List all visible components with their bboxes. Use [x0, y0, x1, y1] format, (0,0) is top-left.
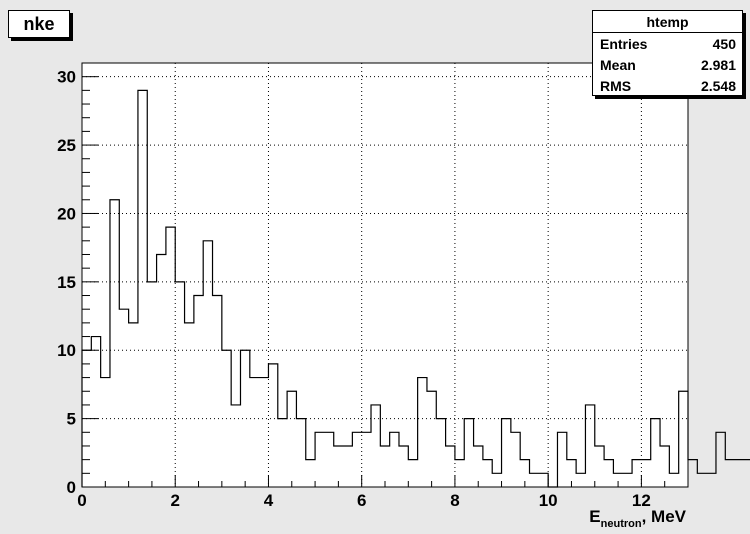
grid: [82, 63, 688, 487]
stats-value: 2.981: [700, 56, 736, 73]
x-tick-label: 10: [539, 491, 558, 510]
x-axis-title: Eneutron, MeV: [589, 507, 686, 530]
stats-title: htemp: [593, 11, 742, 33]
histogram-line: [81, 89, 750, 488]
x-tick-label: 0: [77, 491, 86, 510]
stats-box: htemp Entries 450 Mean 2.981 RMS 2.548: [592, 10, 743, 96]
y-tick-label: 25: [57, 136, 76, 155]
stats-label: Entries: [600, 35, 648, 52]
canvas-title: nke: [23, 13, 55, 34]
canvas-title-box: nke: [8, 10, 70, 38]
stats-value: 2.548: [700, 77, 736, 94]
x-axis-title-subscript: neutron: [601, 518, 642, 530]
stats-row-entries: Entries 450: [593, 33, 742, 54]
stats-row-rms: RMS 2.548: [593, 75, 742, 96]
x-axis-title-unit: , MeV: [642, 507, 687, 526]
y-tick-label: 30: [57, 68, 76, 87]
stats-label: Mean: [600, 56, 636, 73]
x-tick-label: 4: [264, 491, 274, 510]
y-tick-label: 10: [57, 341, 76, 360]
x-tick-label: 2: [170, 491, 179, 510]
y-tick-label: 5: [67, 410, 76, 429]
x-tick-label: 6: [357, 491, 366, 510]
stats-row-mean: Mean 2.981: [593, 54, 742, 75]
y-tick-label: 0: [67, 478, 76, 497]
y-tick-label: 20: [57, 204, 76, 223]
y-tick-label: 15: [57, 273, 76, 292]
stats-label: RMS: [600, 77, 632, 94]
plot-frame: [81, 62, 689, 488]
x-tick-label: 12: [632, 491, 651, 510]
tick-labels: 0 2 4 6 8 10 12 0 5 10 15 20 25 30: [57, 68, 651, 510]
x-tick-label: 8: [450, 491, 459, 510]
x-axis-title-main: E: [589, 507, 600, 526]
stats-value: 450: [712, 35, 736, 52]
